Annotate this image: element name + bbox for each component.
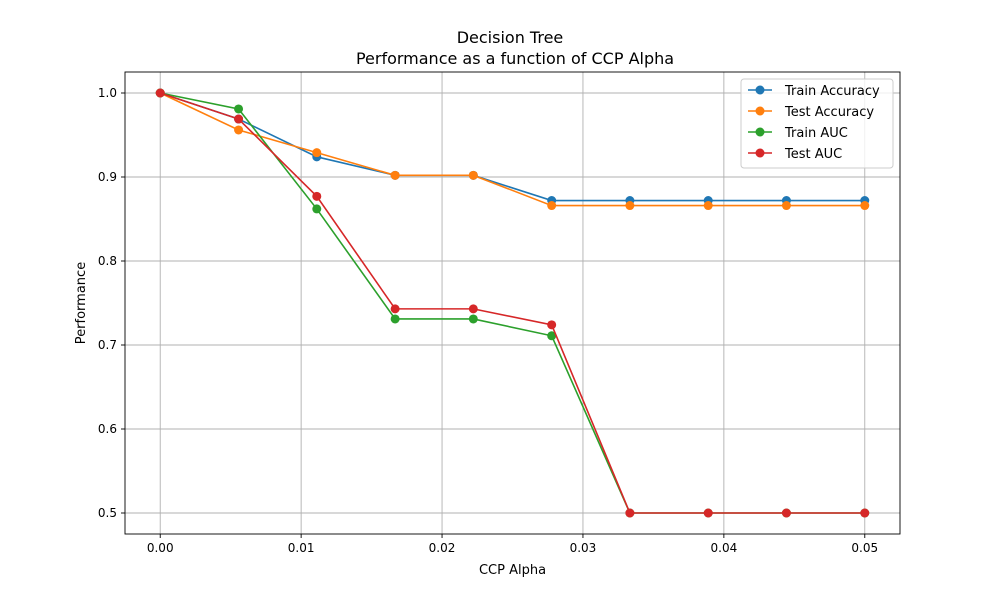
legend-label: Train AUC [784,126,848,141]
y-tick-label: 0.7 [98,338,117,352]
x-tick-label: 0.02 [429,541,456,555]
data-point-test-auc [703,508,713,518]
x-tick-label: 0.04 [711,541,738,555]
data-point-test-auc [312,191,322,201]
legend-swatch-marker [755,148,765,158]
data-point-train-auc [234,104,244,114]
data-point-test-auc [390,304,400,314]
axis-ticks: 0.00 0.01 0.02 0.03 0.04 0.05 0.5 0.6 0.7 0.8 0.9 1… [98,86,878,555]
data-point-test-accuracy [390,170,400,180]
data-point-test-accuracy [312,148,322,158]
y-axis-label: Performance [74,262,89,344]
data-point-test-auc [625,508,635,518]
legend-item-test-auc: Test AUC [748,147,842,162]
y-tick-label: 0.5 [98,506,117,520]
data-point-test-accuracy [703,201,713,211]
legend-swatch-marker [755,127,765,137]
data-point-test-auc [234,114,244,124]
legend-frame [740,78,894,169]
legend-label: Train Accuracy [784,84,880,99]
data-point-train-auc [312,204,322,214]
x-tick-label: 0.05 [851,541,878,555]
legend-swatch-marker [755,85,765,95]
data-point-test-auc [781,508,791,518]
data-point-test-accuracy [781,201,791,211]
data-point-test-accuracy [625,201,635,211]
series-test-auc [155,88,870,518]
legend-label: Test AUC [784,147,842,162]
series-line-test-auc [159,92,865,514]
x-tick-label: 0.01 [288,541,315,555]
plot-area-frame [124,71,901,535]
legend-swatch-marker [755,106,765,116]
legend-item-train-auc: Train AUC [748,126,848,141]
y-tick-label: 0.6 [98,422,117,436]
series-line-train-accuracy [159,92,865,202]
chart-title: Decision Tree [457,28,564,47]
data-point-train-auc [468,314,478,324]
y-tick-label: 0.8 [98,254,117,268]
data-point-test-auc [860,508,870,518]
legend-label: Test Accuracy [784,105,874,120]
legend: Train Accuracy Test Accuracy Train AUC Test… [740,78,894,169]
chart-subtitle: Performance as a function of CCP Alpha [356,49,674,68]
legend-item-train-accuracy: Train Accuracy [748,84,880,99]
legend-item-test-accuracy: Test Accuracy [748,105,874,120]
x-tick-label: 0.03 [570,541,597,555]
data-point-test-accuracy [860,201,870,211]
x-tick-label: 0.00 [147,541,174,555]
y-tick-label: 1.0 [98,86,117,100]
data-point-test-auc [468,304,478,314]
data-point-test-auc [547,320,557,330]
data-point-test-accuracy [234,125,244,135]
data-point-test-accuracy [547,201,557,211]
x-axis-label: CCP Alpha [479,563,546,578]
data-point-test-auc [155,88,165,98]
data-point-test-accuracy [468,170,478,180]
data-point-train-auc [390,314,400,324]
series-line-test-accuracy [159,92,865,207]
y-tick-label: 0.9 [98,170,117,184]
series-group [155,88,870,518]
data-point-train-auc [547,331,557,341]
